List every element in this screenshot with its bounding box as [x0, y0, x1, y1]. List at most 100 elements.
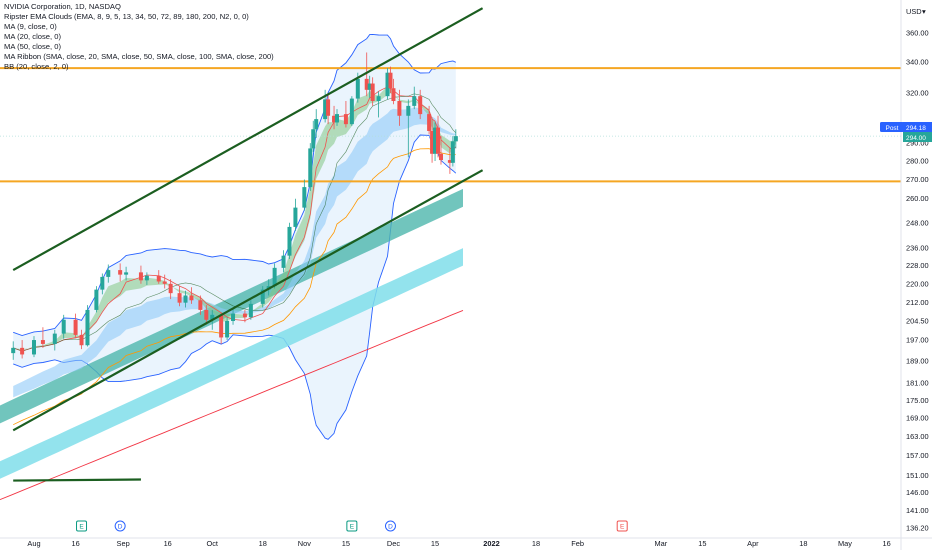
ma-200-line	[0, 309, 464, 501]
price-axis[interactable]: 360.00340.00320.00300.00290.00280.00270.…	[906, 29, 929, 533]
ema-cloud-72-89	[0, 188, 463, 424]
candles	[11, 52, 458, 360]
trend-line-2[interactable]	[12, 169, 484, 432]
legend-indicator[interactable]: MA (50, close, 0)	[4, 42, 61, 51]
currency-label[interactable]: USD	[906, 7, 922, 16]
candle-body	[388, 72, 393, 89]
chevron-down-icon[interactable]: ▾	[922, 7, 926, 16]
candle-body	[32, 340, 36, 355]
price-tick-label: 136.20	[906, 524, 929, 533]
dividend-badge[interactable]	[384, 520, 396, 532]
candle-body	[311, 129, 316, 149]
candle-body	[106, 270, 111, 277]
price-tick-label: 260.00	[906, 194, 929, 203]
candle-body	[430, 130, 435, 154]
candle-body	[177, 293, 182, 303]
candle-body	[210, 314, 215, 320]
candle-body	[433, 127, 438, 154]
candle-body	[260, 289, 265, 304]
price-tick-label: 280.00	[906, 156, 929, 165]
event-badge-label: E	[79, 523, 84, 530]
legend-indicator[interactable]: BB (20, close, 2, 0)	[4, 62, 69, 71]
earnings-badge[interactable]	[76, 520, 88, 532]
earnings-badge[interactable]	[346, 520, 358, 532]
candle-body	[397, 101, 402, 116]
candle-body	[144, 275, 149, 281]
candle-body	[450, 141, 455, 163]
indicator-bands	[0, 33, 463, 479]
price-tick-label: 169.00	[906, 414, 929, 423]
price-tick-label: 175.00	[906, 396, 929, 405]
bollinger-upper-line	[13, 33, 456, 336]
candle-body	[287, 226, 292, 256]
event-badge-label: D	[388, 523, 393, 530]
candle-body	[427, 114, 432, 131]
candle-body	[314, 119, 319, 130]
candle-body	[418, 96, 423, 115]
time-tick-label: Dec	[387, 539, 400, 548]
time-tick-label: 16	[882, 539, 890, 548]
candle-body	[364, 78, 369, 90]
time-tick-label: May	[838, 539, 852, 548]
candle-body	[231, 313, 236, 322]
post-price-box	[903, 122, 932, 132]
post-price-value: 294.18	[906, 125, 926, 132]
trend-line-1[interactable]	[12, 7, 484, 272]
candle-body	[198, 300, 203, 310]
ema-cloud-180-200	[0, 248, 463, 479]
time-tick-label: 15	[342, 539, 350, 548]
legend-indicator[interactable]: Ripster EMA Clouds (EMA, 8, 9, 5, 13, 34…	[4, 12, 249, 21]
candle-body	[281, 255, 286, 268]
horizontal-levels[interactable]	[0, 67, 901, 183]
dividend-badge[interactable]	[114, 520, 126, 532]
time-tick-label: Apr	[747, 539, 759, 548]
candle-body	[447, 160, 452, 163]
last-price-box	[903, 132, 932, 142]
time-axis[interactable]: Aug 16 Sep 16 Oct 18 Nov 15 Dec 15 2022 18 Feb Mar 15 A…	[27, 539, 890, 548]
price-tick-label: 141.00	[906, 506, 929, 515]
candle-body	[61, 319, 66, 334]
candle-body	[11, 347, 16, 354]
time-tick-label: Aug	[27, 539, 40, 548]
candle-body	[335, 114, 340, 123]
candle-body	[370, 83, 375, 102]
candle-body	[124, 272, 129, 275]
price-tick-label: 360.00	[906, 29, 929, 38]
candle-body	[349, 98, 354, 125]
candle-body	[225, 321, 230, 338]
earnings-badge[interactable]	[616, 520, 628, 532]
candle-body	[79, 334, 84, 346]
price-tick-label: 270.00	[906, 175, 929, 184]
ema-cloud-5-13	[13, 86, 456, 351]
time-tick-label: 2022	[483, 539, 499, 548]
price-tick-label: 197.00	[906, 336, 929, 345]
candle-body	[40, 340, 45, 344]
time-tick-label: Feb	[571, 539, 584, 548]
legend-indicator[interactable]: MA Ribbon (SMA, close, 20, SMA, close, 5…	[4, 52, 274, 61]
ema-cloud-34-50	[13, 107, 456, 398]
chart-legend: NVIDIA Corporation, 1D, NASDAQ Ripster E…	[4, 2, 274, 72]
time-tick-label: 16	[71, 539, 79, 548]
time-tick-label: 15	[431, 539, 439, 548]
bollinger-fill	[13, 34, 456, 440]
price-tick-label: 290.00	[906, 139, 929, 148]
price-tick-label: 151.00	[906, 471, 929, 480]
candle-body	[52, 333, 57, 344]
candle-body	[332, 115, 337, 123]
time-tick-label: 18	[259, 539, 267, 548]
legend-indicator[interactable]: MA (9, close, 0)	[4, 22, 57, 31]
candle-body	[385, 72, 390, 97]
time-tick-label: Oct	[206, 539, 218, 548]
currency-selector[interactable]: USD ▾	[906, 7, 926, 16]
event-badge-label: E	[350, 523, 355, 530]
ma-20-line	[13, 93, 457, 352]
legend-title[interactable]: NVIDIA Corporation, 1D, NASDAQ	[4, 2, 121, 11]
trend-line-3[interactable]	[13, 478, 141, 482]
candle-body	[73, 319, 78, 335]
last-price-value: 294.00	[906, 135, 926, 142]
post-tag-label: Post	[885, 125, 898, 132]
trend-lines[interactable]	[12, 7, 484, 482]
legend-indicator[interactable]: MA (20, close, 0)	[4, 32, 61, 41]
